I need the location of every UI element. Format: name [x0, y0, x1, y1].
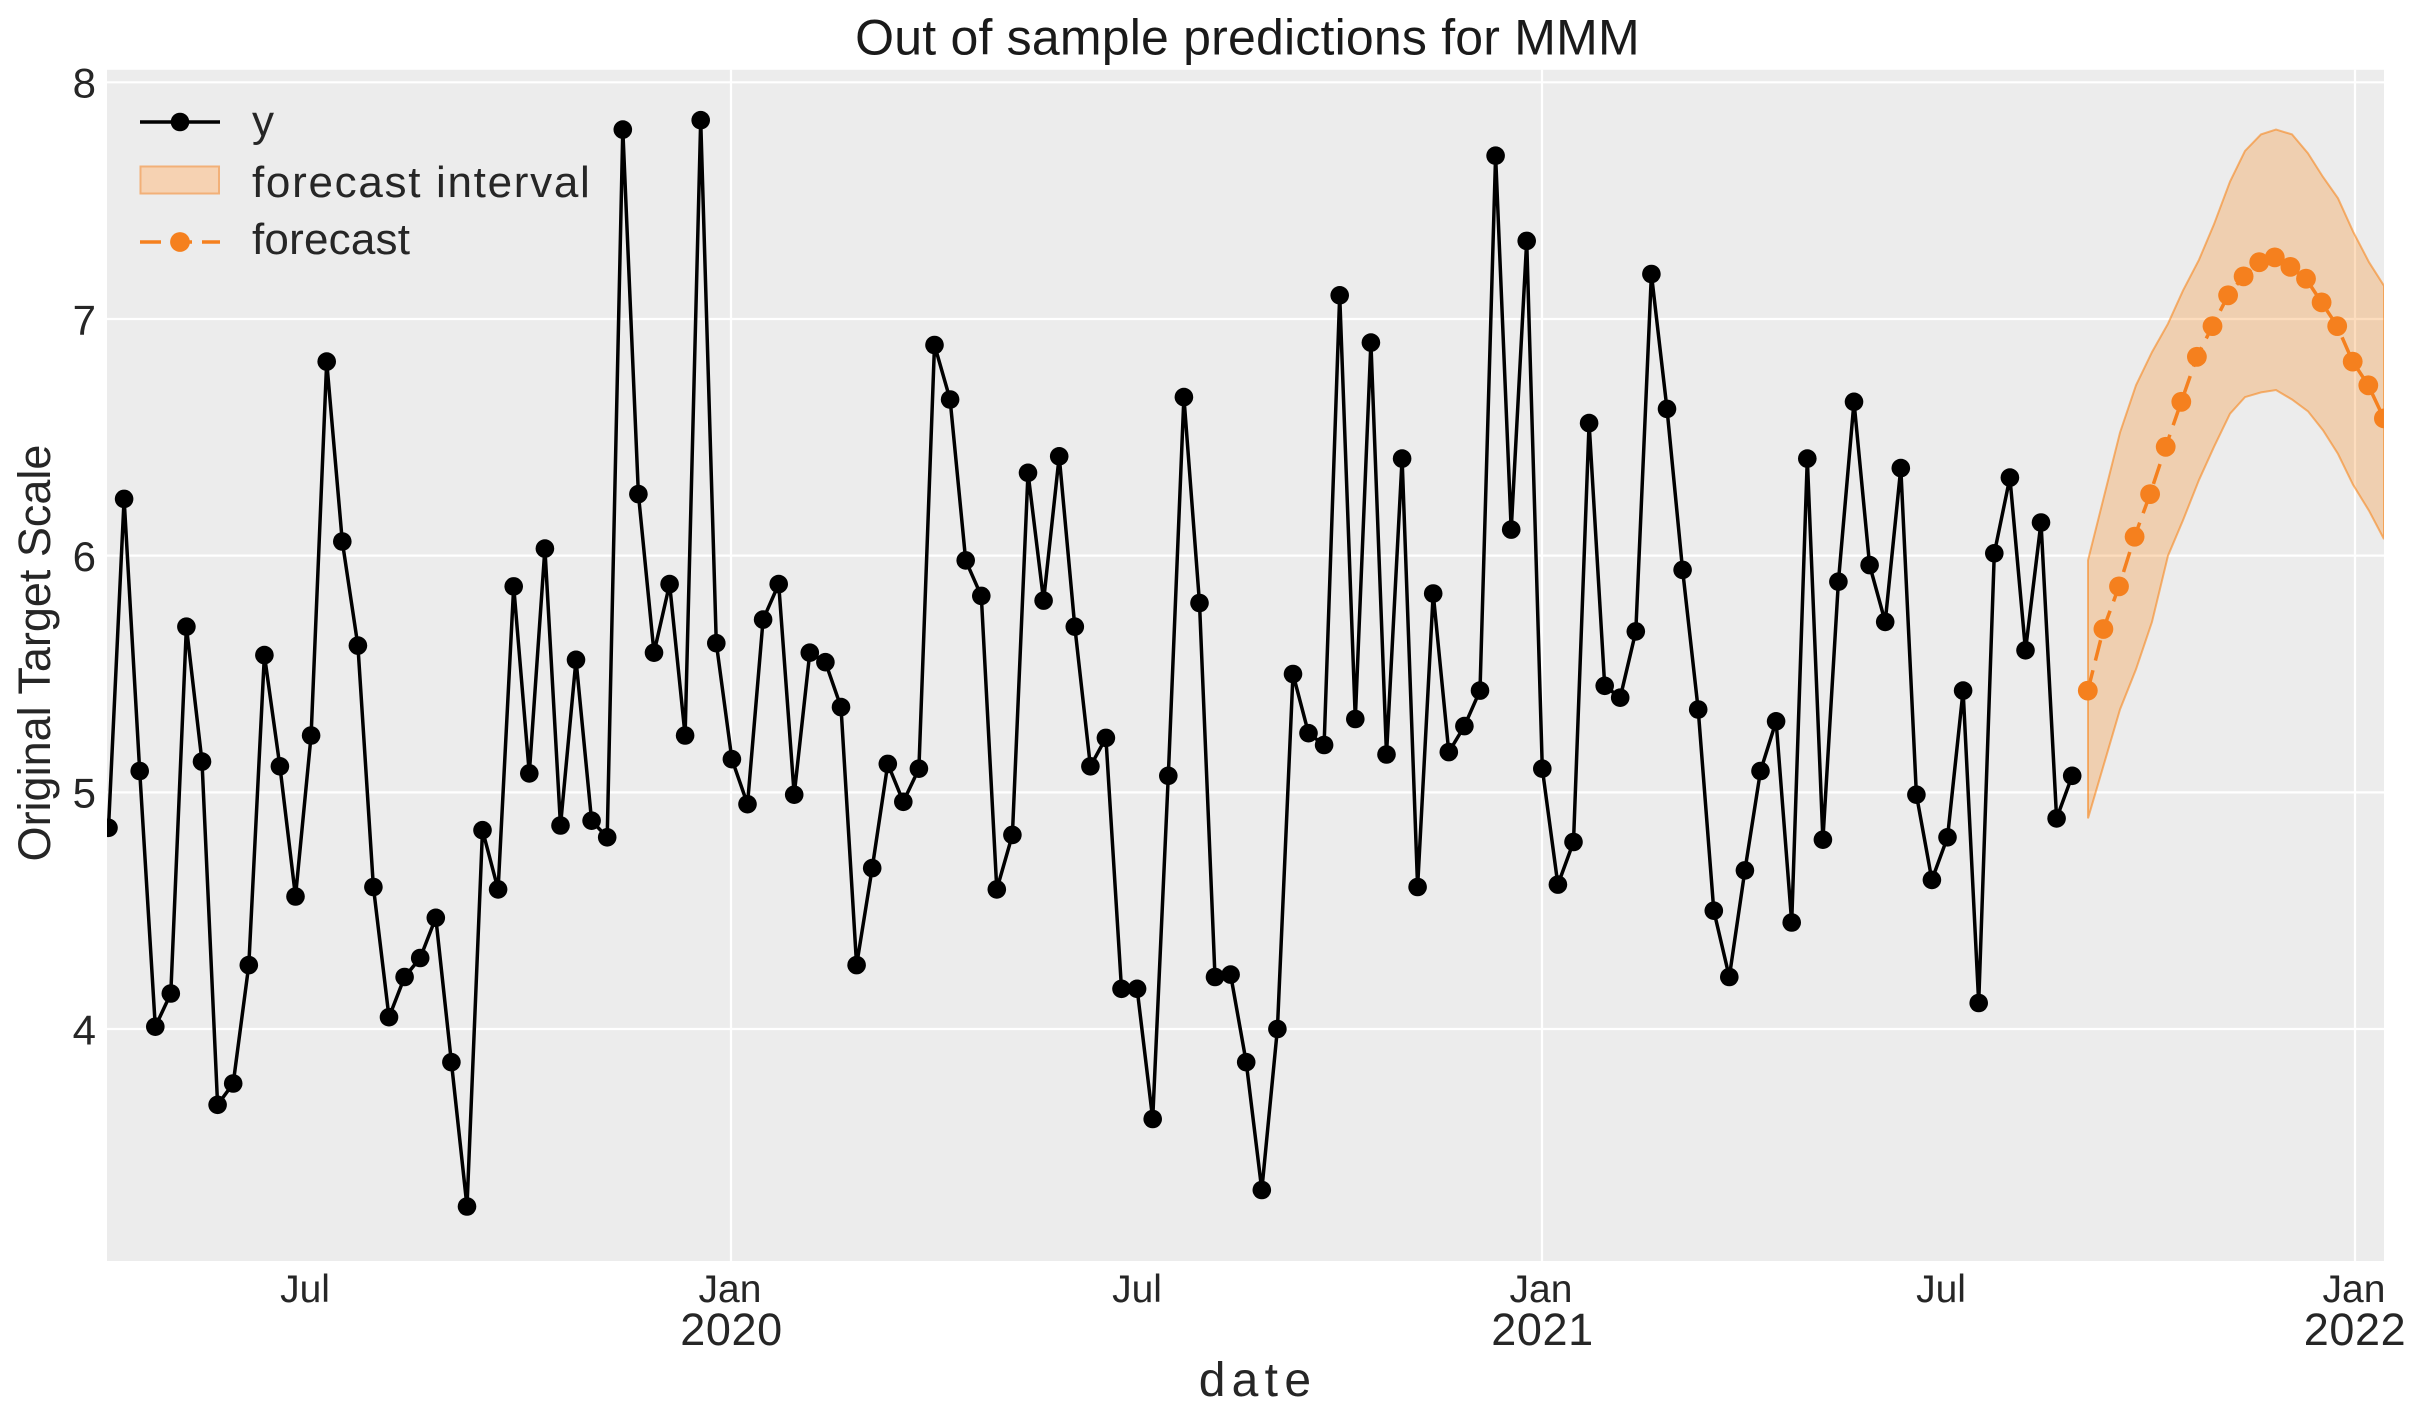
svg-text:Jan: Jan — [2323, 1268, 2386, 1311]
svg-text:Jul: Jul — [1916, 1268, 1966, 1311]
svg-text:Jul: Jul — [1112, 1268, 1162, 1311]
svg-text:forecast interval: forecast interval — [252, 158, 591, 207]
svg-text:Jan: Jan — [699, 1268, 762, 1311]
svg-text:2022: 2022 — [2304, 1304, 2407, 1355]
svg-text:y: y — [252, 97, 276, 146]
svg-text:forecast: forecast — [252, 215, 410, 264]
svg-text:5: 5 — [73, 770, 96, 817]
svg-text:Jul: Jul — [280, 1268, 330, 1311]
svg-text:Original Target Scale: Original Target Scale — [9, 445, 60, 862]
svg-text:7: 7 — [73, 296, 96, 343]
svg-text:8: 8 — [73, 60, 96, 107]
svg-text:date: date — [1199, 1354, 1318, 1407]
svg-text:Jan: Jan — [1510, 1268, 1573, 1311]
svg-text:Out of sample predictions for: Out of sample predictions for MMM — [855, 10, 1640, 66]
svg-text:6: 6 — [73, 533, 96, 580]
svg-text:2021: 2021 — [1491, 1304, 1594, 1355]
svg-text:2020: 2020 — [680, 1304, 783, 1355]
svg-text:4: 4 — [73, 1006, 96, 1053]
